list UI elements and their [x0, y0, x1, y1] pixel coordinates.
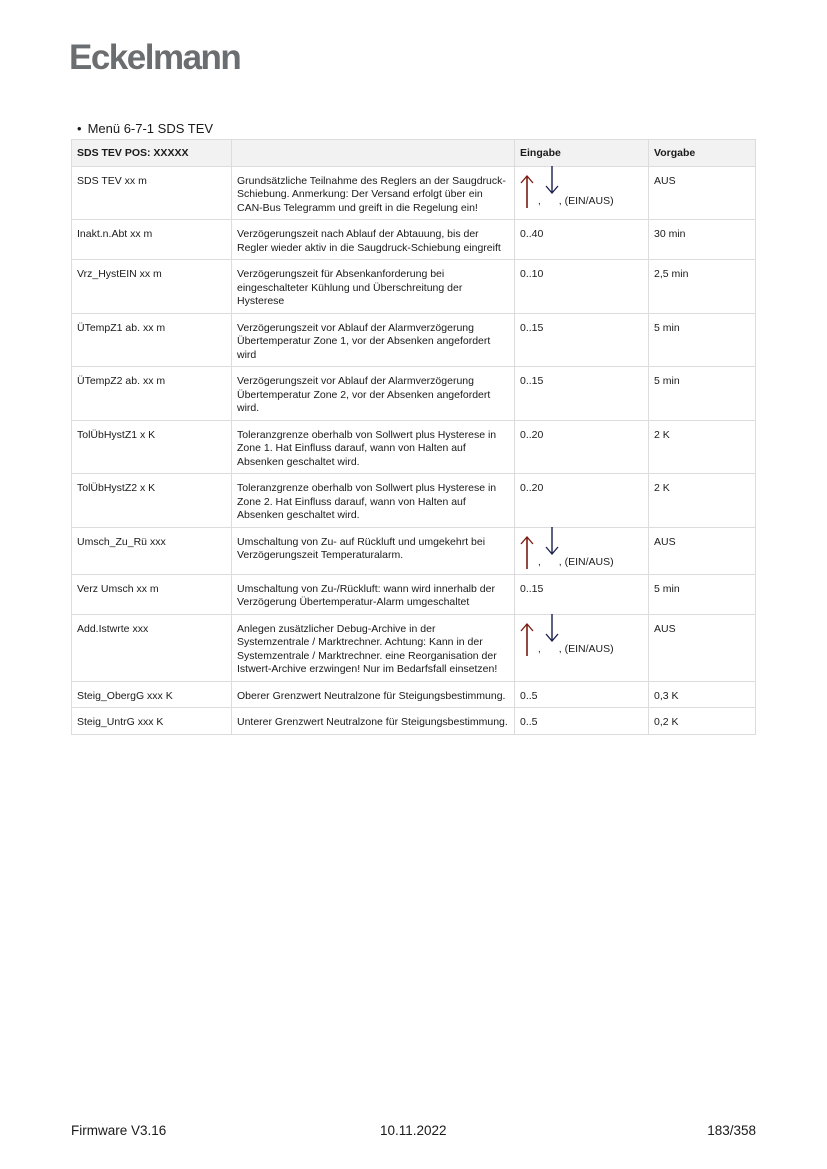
arrow-up-icon — [520, 622, 534, 656]
param-default: AUS — [648, 613, 756, 682]
table-row: ÜTempZ2 ab. xx m Verzögerungszeit vor Abl… — [71, 366, 756, 421]
param-input: 0..5 — [514, 707, 649, 735]
param-input: 0..20 — [514, 419, 649, 474]
arrow-down-icon — [545, 526, 559, 555]
arrow-separator: , — [538, 644, 541, 655]
section-title: Menü 6-7-1 SDS TEV — [87, 121, 214, 136]
param-input: , , (EIN/AUS) — [514, 165, 649, 220]
param-default: 0,3 K — [648, 680, 756, 708]
bullet-icon: • — [77, 121, 82, 136]
param-name: ÜTempZ2 ab. xx m — [71, 366, 232, 421]
table-row: Steig_ObergG xxx K Oberer Grenzwert Neutr… — [71, 680, 756, 708]
param-description: Verzögerungszeit für Absenkanforderung b… — [231, 259, 515, 314]
eckelmann-logo: Eckelmann — [69, 38, 242, 77]
footer-date: 10.11.2022 — [380, 1123, 447, 1138]
param-default: 30 min — [648, 219, 756, 260]
param-description: Umschaltung von Zu- auf Rückluft und umg… — [231, 526, 515, 575]
param-input: 0..20 — [514, 473, 649, 528]
param-default: 5 min — [648, 573, 756, 615]
input-on-off: , (EIN/AUS) — [558, 556, 614, 568]
table-row: Vrz_HystEIN xx m Verzögerungszeit für Abs… — [71, 259, 756, 314]
param-name: SDS TEV xx m — [71, 165, 232, 220]
param-description: Verzögerungszeit nach Ablauf der Abtauun… — [231, 219, 515, 260]
param-description: Verzögerungszeit vor Ablauf der Alarmver… — [231, 312, 515, 367]
table-row: SDS TEV xx m Grundsätzliche Teilnahme des… — [71, 165, 756, 220]
param-description: Umschaltung von Zu-/Rückluft: wann wird … — [231, 573, 515, 615]
table-row: Verz Umsch xx m Umschaltung von Zu-/Rückl… — [71, 573, 756, 615]
table-header-row: SDS TEV POS: XXXXX Eingabe Vorgabe — [71, 139, 756, 167]
param-description: Unterer Grenzwert Neutralzone für Steigu… — [231, 707, 515, 735]
parameter-table: SDS TEV POS: XXXXX Eingabe Vorgabe SDS T… — [71, 139, 756, 735]
table-row: ÜTempZ1 ab. xx m Verzögerungszeit vor Abl… — [71, 312, 756, 367]
header-default: Vorgabe — [648, 139, 756, 167]
param-name: Inakt.n.Abt xx m — [71, 219, 232, 260]
param-default: 5 min — [648, 312, 756, 367]
param-name: ÜTempZ1 ab. xx m — [71, 312, 232, 367]
param-default: AUS — [648, 526, 756, 575]
param-name: TolÜbHystZ2 x K — [71, 473, 232, 528]
param-description: Toleranzgrenze oberhalb von Sollwert plu… — [231, 419, 515, 474]
param-name: Add.Istwrte xxx — [71, 613, 232, 682]
param-default: 2 K — [648, 473, 756, 528]
param-input: 0..5 — [514, 680, 649, 708]
param-default: 0,2 K — [648, 707, 756, 735]
param-default: 2 K — [648, 419, 756, 474]
param-default: 5 min — [648, 366, 756, 421]
param-input: 0..10 — [514, 259, 649, 314]
header-input: Eingabe — [514, 139, 649, 167]
param-description: Grundsätzliche Teilnahme des Reglers an … — [231, 165, 515, 220]
table-row: Steig_UntrG xxx K Unterer Grenzwert Neutr… — [71, 707, 756, 735]
param-default: 2,5 min — [648, 259, 756, 314]
param-name: Steig_UntrG xxx K — [71, 707, 232, 735]
arrow-separator: , — [538, 196, 541, 207]
param-default: AUS — [648, 165, 756, 220]
param-input: 0..15 — [514, 312, 649, 367]
param-input: 0..40 — [514, 219, 649, 260]
param-name: Vrz_HystEIN xx m — [71, 259, 232, 314]
param-name: Umsch_Zu_Rü xxx — [71, 526, 232, 575]
arrow-up-icon — [520, 174, 534, 208]
input-on-off: , (EIN/AUS) — [558, 643, 614, 655]
param-name: Steig_ObergG xxx K — [71, 680, 232, 708]
arrow-separator: , — [538, 557, 541, 568]
table-row: Inakt.n.Abt xx m Verzögerungszeit nach Ab… — [71, 219, 756, 260]
table-row: TolÜbHystZ2 x K Toleranzgrenze oberhalb v… — [71, 473, 756, 528]
header-description — [231, 139, 515, 167]
param-input: , , (EIN/AUS) — [514, 526, 649, 575]
table-row: TolÜbHystZ1 x K Toleranzgrenze oberhalb v… — [71, 419, 756, 474]
param-description: Anlegen zusätzlicher Debug-Archive in de… — [231, 613, 515, 682]
param-input: , , (EIN/AUS) — [514, 613, 649, 682]
param-description: Oberer Grenzwert Neutralzone für Steigun… — [231, 680, 515, 708]
param-input: 0..15 — [514, 573, 649, 615]
arrow-up-icon — [520, 535, 534, 569]
footer-page-number: 183/358 — [707, 1123, 756, 1138]
arrow-down-icon — [545, 613, 559, 642]
footer-firmware: Firmware V3.16 — [71, 1123, 167, 1138]
table-row: Umsch_Zu_Rü xxx Umschaltung von Zu- auf R… — [71, 526, 756, 575]
param-description: Verzögerungszeit vor Ablauf der Alarmver… — [231, 366, 515, 421]
param-description: Toleranzgrenze oberhalb von Sollwert plu… — [231, 473, 515, 528]
section-heading: • Menü 6-7-1 SDS TEV — [77, 121, 213, 136]
arrow-down-icon — [545, 165, 559, 194]
param-name: TolÜbHystZ1 x K — [71, 419, 232, 474]
table-row: Add.Istwrte xxx Anlegen zusätzlicher Debu… — [71, 613, 756, 682]
input-on-off: , (EIN/AUS) — [558, 195, 614, 207]
param-input: 0..15 — [514, 366, 649, 421]
param-name: Verz Umsch xx m — [71, 573, 232, 615]
header-param: SDS TEV POS: XXXXX — [71, 139, 232, 167]
